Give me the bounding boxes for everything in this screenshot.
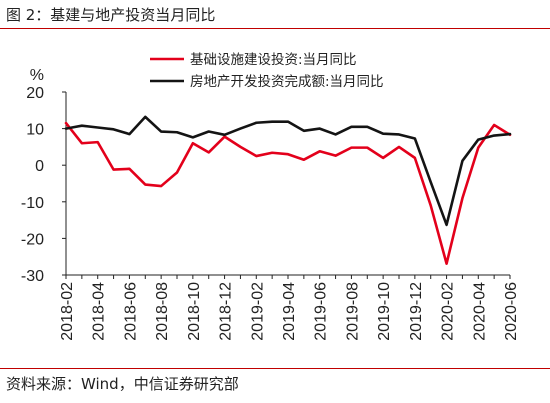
x-tick-label: 2018-10 <box>186 282 203 341</box>
x-tick-label: 2019-12 <box>408 282 425 341</box>
x-tick-label: 2018-02 <box>59 282 76 341</box>
x-tick-label: 2020-04 <box>471 282 488 341</box>
x-tick-label: 2018-08 <box>154 282 171 341</box>
y-tick-label: 10 <box>26 122 44 139</box>
x-tick-label: 2019-02 <box>249 282 266 341</box>
title-rule <box>0 28 550 29</box>
y-tick-label: 0 <box>35 158 44 175</box>
y-axis-unit-label: % <box>30 67 44 84</box>
x-tick-label: 2019-04 <box>281 282 298 341</box>
axes: 20 10 0 -10 -20 -30 2018-02 2018-04 2018-06 2018-… <box>21 85 520 341</box>
y-tick-label: -30 <box>21 268 44 285</box>
figure-title: 图 2：基建与地产投资当月同比 <box>6 6 216 24</box>
x-tick-label: 2018-04 <box>91 282 108 341</box>
x-tick-label: 2019-10 <box>376 282 393 341</box>
x-tick-label: 2020-06 <box>503 282 520 341</box>
legend-label: 房地产开发投资完成额:当月同比 <box>190 74 384 90</box>
legend-label: 基础设施建设投资:当月同比 <box>190 51 357 68</box>
series-line-infrastructure <box>64 121 512 265</box>
y-tick-label: -20 <box>21 231 44 248</box>
x-tick-label: 2018-12 <box>218 282 235 341</box>
source-note: 资料来源：Wind，中信证券研究部 <box>6 375 239 393</box>
series-lines <box>64 115 512 265</box>
y-tick-label: 20 <box>26 85 44 102</box>
series-line-real-estate <box>64 115 512 227</box>
x-tick-label: 2019-08 <box>344 282 361 341</box>
x-tick-label: 2020-02 <box>440 282 457 341</box>
x-tick-label: 2019-06 <box>313 282 330 341</box>
source-rule <box>0 368 550 369</box>
x-tick-label: 2018-06 <box>122 282 139 341</box>
y-tick-label: -10 <box>21 195 44 212</box>
